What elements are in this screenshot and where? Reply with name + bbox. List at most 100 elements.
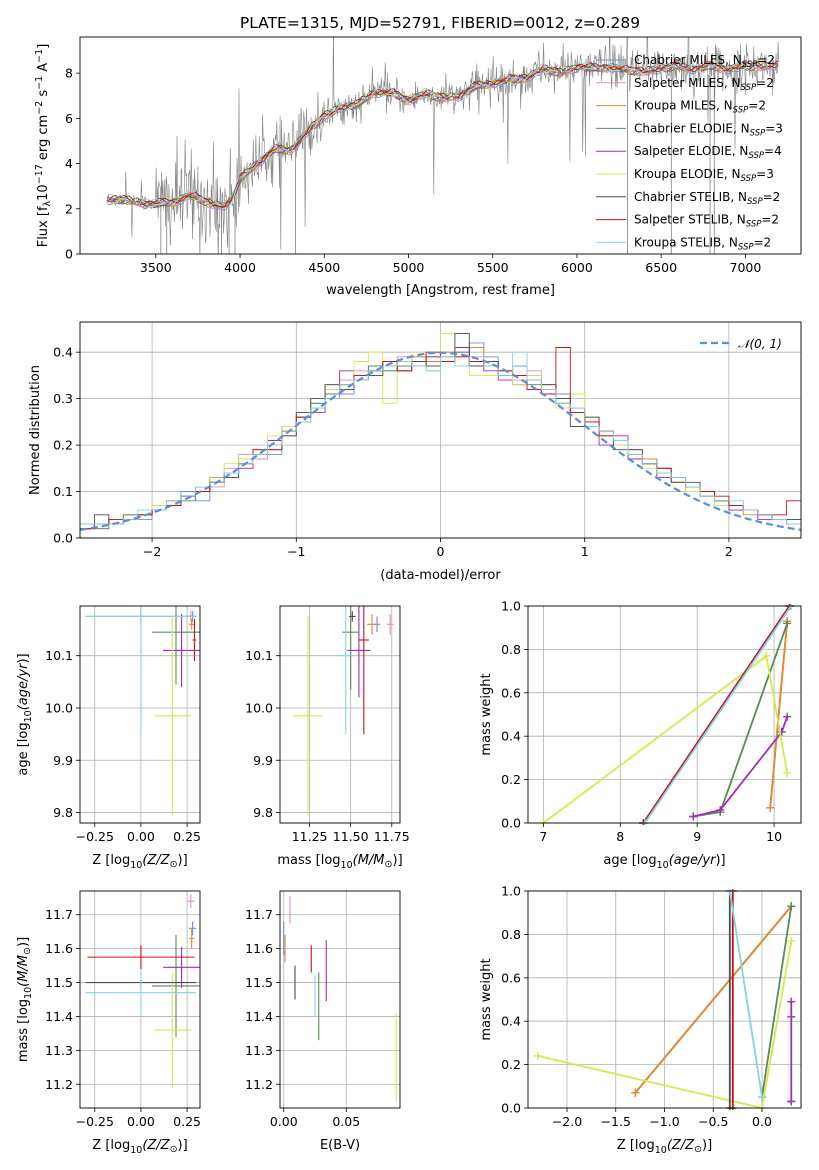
x-tick-label: 7000 xyxy=(730,260,762,275)
residuals-panel: −2 −1 0 1 2 0.0 0.1 0.2 0.3 0.4 (data-model)/error… xyxy=(28,321,802,583)
errorbar-kroupa-miles xyxy=(367,613,377,635)
errorbar-kroupa-elodie xyxy=(153,972,191,1088)
y-tick-label: 1.0 xyxy=(501,599,521,614)
axis-label: (data-model)/error xyxy=(380,568,501,583)
x-tick-label: 0.00 xyxy=(270,1114,298,1129)
x-tick-label: 1 xyxy=(581,544,589,559)
spectrum-panel: 3500 4000 4500 5000 5500 6000 6500 7000 0 2 4 6 8 wav… xyxy=(34,36,802,298)
y-axis-label: Flux [fλ10−17 erg cm−2 s−1 A−1] xyxy=(34,44,53,248)
x-tick-label: 6000 xyxy=(561,260,593,275)
x-tick-label: −1 xyxy=(287,544,305,559)
age-vs-Z-panel: −0.25 0.00 0.25 9.8 9.9 10.0 10.1 Z [log10(Z/Z⊙… xyxy=(16,605,201,871)
axes-frame xyxy=(79,890,201,1109)
weights-kroupa-stelib xyxy=(725,889,766,1102)
axis-label: mass weight xyxy=(479,673,494,755)
x-tick-label: 11.50 xyxy=(333,829,369,844)
errorbar-salpeter-stelib xyxy=(192,619,197,661)
spectrum-legend: Chabrier MILES, NSSP=2 Salpeter MILES, NS… xyxy=(596,53,783,252)
errorbar-salpeter-elodie xyxy=(347,606,371,698)
errorbar-salpeter-elodie xyxy=(163,613,200,688)
y-tick-label: 11.3 xyxy=(45,1043,73,1058)
weight-vs-age-plot-area xyxy=(539,604,796,825)
errorbar-chabrier-miles xyxy=(188,921,197,936)
panels: 3500 4000 4500 5000 5500 6000 6500 7000 0 2 4 6 8 wav… xyxy=(16,36,802,1156)
axis-label: age [log10(age/yr)] xyxy=(603,853,725,871)
y-tick-label: 0.0 xyxy=(501,816,521,831)
axis-label: Z [log10(Z/Z⊙)] xyxy=(92,1138,187,1156)
x-tick-label: 6500 xyxy=(645,260,677,275)
y-tick-label: 10.0 xyxy=(45,700,73,715)
x-tick-label: 8 xyxy=(616,829,624,844)
legend-label-chabrier-miles: Chabrier MILES, NSSP=2 xyxy=(634,53,775,70)
histogram-kroupa-stelib xyxy=(80,351,801,538)
errorbar-kroupa-miles xyxy=(188,619,195,630)
weights-salpeter-elodie xyxy=(689,712,792,821)
y-tick-label: 10.1 xyxy=(245,648,273,663)
legend-label-normal: 𝒩(0, 1) xyxy=(738,337,782,351)
y-tick-label: 0.6 xyxy=(501,685,521,700)
y-tick-label: 0.8 xyxy=(501,927,521,942)
errorbar-salpeter-elodie xyxy=(163,946,200,988)
legend-label-chabrier-stelib: Chabrier STELIB, NSSP=2 xyxy=(634,190,780,207)
y-tick-label: 11.2 xyxy=(245,1077,273,1092)
figure-title: PLATE=1315, MJD=52791, FIBERID=0012, z=0… xyxy=(240,14,640,32)
y-tick-label: 2 xyxy=(65,201,73,216)
x-tick-label: 4000 xyxy=(224,260,256,275)
errorbar-chabrier-elodie xyxy=(152,606,200,685)
axis-label: wavelength [Angstrom, rest frame] xyxy=(326,283,555,298)
axes-frame xyxy=(79,605,201,824)
y-tick-label: 11.6 xyxy=(245,941,273,956)
x-tick-label: 4500 xyxy=(308,260,340,275)
mass-vs-Z-plot-area xyxy=(85,894,200,1088)
errorbar-chabrier-elodie xyxy=(152,935,200,1037)
y-tick-label: 10.0 xyxy=(245,700,273,715)
legend-label-kroupa-miles: Kroupa MILES, NSSP=2 xyxy=(634,99,766,116)
x-tick-label: 11.25 xyxy=(292,829,328,844)
x-tick-label: 3500 xyxy=(140,260,172,275)
age-vs-Z-plot-area xyxy=(85,606,200,816)
x-tick-label: 9 xyxy=(693,829,701,844)
y-tick-label: 9.8 xyxy=(53,805,73,820)
y-tick-label: 11.5 xyxy=(45,975,73,990)
x-tick-label: 0.25 xyxy=(173,829,201,844)
errorbar-chabrier-elodie xyxy=(342,606,359,690)
x-tick-label: 0.0 xyxy=(752,1114,772,1129)
errorbar-salpeter-miles xyxy=(187,894,195,908)
axes-frame xyxy=(79,36,802,255)
axis-label: E(B-V) xyxy=(320,1138,360,1153)
age-vs-mass-panel: 11.25 11.50 11.75 9.8 9.9 10.0 10.1 mass [log10… xyxy=(245,605,410,871)
y-tick-label: 0.0 xyxy=(53,531,73,546)
legend-label-salpeter-stelib: Salpeter STELIB, NSSP=2 xyxy=(634,213,779,230)
legend-label-salpeter-miles: Salpeter MILES, NSSP=2 xyxy=(634,76,774,93)
y-tick-label: 0.2 xyxy=(501,1057,521,1072)
mass-vs-ebv-plot-area xyxy=(283,896,397,1102)
x-tick-label: 11.75 xyxy=(374,829,410,844)
x-tick-label: −2 xyxy=(143,544,161,559)
residuals-plot-area xyxy=(80,333,801,538)
y-tick-label: 9.8 xyxy=(253,805,273,820)
axis-label: age [log10(age/yr)] xyxy=(16,653,34,775)
x-tick-label: 5500 xyxy=(477,260,509,275)
y-tick-label: 11.2 xyxy=(45,1077,73,1092)
y-tick-label: 9.9 xyxy=(53,753,73,768)
model-salpeter-elodie xyxy=(106,61,779,209)
errorbar-kroupa-elodie xyxy=(153,616,191,816)
axis-label: mass [log10(M/M⊙)] xyxy=(16,937,34,1062)
y-tick-label: 1.0 xyxy=(501,884,521,899)
weights-kroupa-elodie xyxy=(539,651,792,825)
y-tick-label: 11.6 xyxy=(45,941,73,956)
x-tick-label: 0 xyxy=(437,544,445,559)
y-tick-label: 0.2 xyxy=(53,438,73,453)
axes-frame xyxy=(279,605,401,824)
x-tick-label: −0.5 xyxy=(698,1114,728,1129)
x-tick-label: −1.0 xyxy=(649,1114,679,1129)
legend-label-salpeter-elodie: Salpeter ELODIE, NSSP=4 xyxy=(634,144,782,161)
x-tick-label: 0.00 xyxy=(127,1114,155,1129)
weights-salpeter-elodie xyxy=(787,997,796,1106)
observed-spectrum xyxy=(106,37,780,254)
model-kroupa-miles xyxy=(106,62,779,209)
y-tick-label: 11.3 xyxy=(245,1043,273,1058)
axes-frame xyxy=(279,890,401,1109)
x-tick-label: 2 xyxy=(725,544,733,559)
